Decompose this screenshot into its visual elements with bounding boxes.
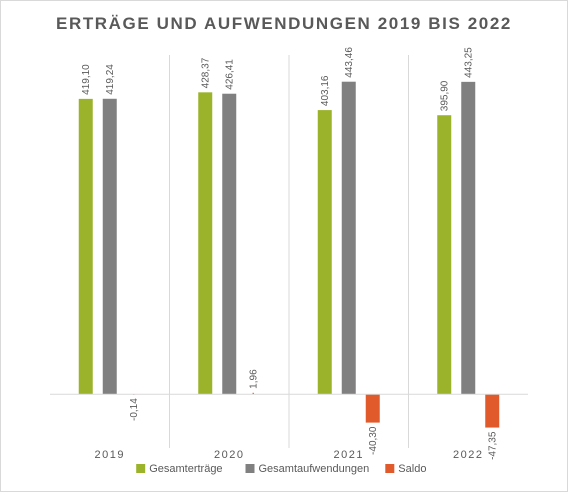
chart-title: ERTRÄGE UND AUFWENDUNGEN 2019 BIS 2022 [56,14,512,33]
value-label: 426,41 [225,59,236,90]
bar-gesamtaufwendungen-2019 [102,98,117,395]
bar-gesamtaufwendungen-2021 [341,81,356,395]
category-label-2020: 2020 [214,449,244,461]
value-label: 443,46 [344,47,355,78]
category-label-2022: 2022 [453,449,483,461]
bar-gesamterträge-2021 [317,110,332,395]
value-label: 403,16 [320,75,331,106]
value-label: 428,37 [201,57,212,88]
bar-gesamterträge-2020 [198,92,213,395]
value-label: 419,24 [105,64,116,95]
category-label-2019: 2019 [95,449,125,461]
value-label: 419,10 [81,64,92,95]
value-label: -47,35 [488,431,499,460]
value-label: -40,30 [368,426,379,455]
bar-gesamtaufwendungen-2022 [461,81,476,395]
bar-gesamtaufwendungen-2020 [222,93,237,395]
bar-saldo-2020 [252,392,254,395]
value-label: 1,96 [249,369,260,389]
legend: Gesamterträge Gesamtaufwendungen Saldo [136,463,426,475]
value-label: -0,14 [129,398,140,421]
bar-saldo-2022 [485,394,500,428]
bar-gesamterträge-2022 [437,115,452,395]
bar-saldo-2021 [365,394,380,423]
legend-label-saldo: Saldo [398,463,426,475]
legend-swatch-gesamterträge [136,464,146,473]
legend-swatch-saldo [385,464,395,473]
value-label: 443,25 [464,47,475,78]
legend-swatch-gesamtaufwendungen [245,464,255,473]
bar-gesamterträge-2019 [78,98,93,395]
category-label-2021: 2021 [334,449,364,461]
value-label: 395,90 [440,80,451,111]
legend-label-gesamterträge: Gesamterträge [149,463,222,475]
legend-label-gesamtaufwendungen: Gesamtaufwendungen [259,463,370,475]
